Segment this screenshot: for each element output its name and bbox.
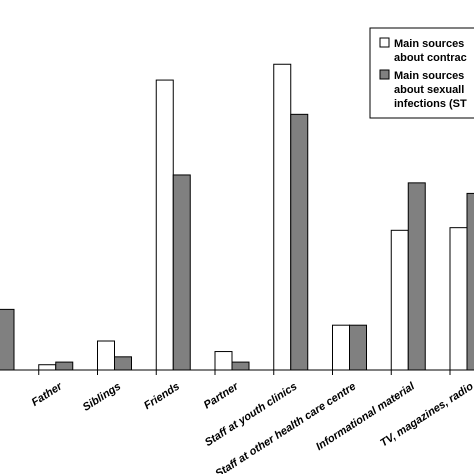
bar-sti-6 (349, 324, 367, 371)
legend-label-sti-line1: Main sources (394, 70, 464, 82)
bar-contraception-6 (332, 324, 350, 371)
x-tick-label: Partner (202, 380, 241, 411)
bar-sti-5 (290, 113, 309, 371)
x-tick-label: Siblings (81, 380, 123, 413)
bar-contraception-4 (214, 351, 233, 371)
bar-sti-3 (172, 174, 191, 371)
bar-sti-7 (407, 182, 426, 371)
x-tick-label: Friends (142, 380, 182, 412)
legend-swatch-contraception (379, 37, 390, 48)
bar-sti-2 (114, 356, 132, 371)
x-tick-label: TV, magazines, radio (378, 380, 474, 449)
bar-sti-0 (0, 308, 15, 371)
bar-contraception-1 (38, 364, 57, 371)
bar-contraception-7 (390, 229, 409, 371)
bar-contraception-8 (449, 227, 468, 371)
legend: Main sources about contrac Main sources … (369, 27, 474, 119)
legend-label-sti-line2: about sexuall (394, 84, 464, 96)
bar-sti-4 (231, 361, 250, 371)
bar-contraception-2 (97, 340, 115, 371)
bar-sti-1 (55, 361, 74, 371)
bar-contraception-5 (273, 63, 292, 371)
bar-contraception-3 (155, 79, 174, 371)
legend-swatch-sti (379, 69, 390, 80)
legend-label-contraception-line1: Main sources (394, 38, 464, 50)
x-tick-label: Informational material (314, 380, 418, 453)
bar-sti-8 (466, 192, 474, 371)
legend-label-sti-line3: infections (ST (394, 98, 467, 110)
x-tick-label: Father (30, 380, 65, 409)
legend-label-contraception-line2: about contrac (394, 52, 467, 64)
bars-layer (0, 63, 474, 371)
